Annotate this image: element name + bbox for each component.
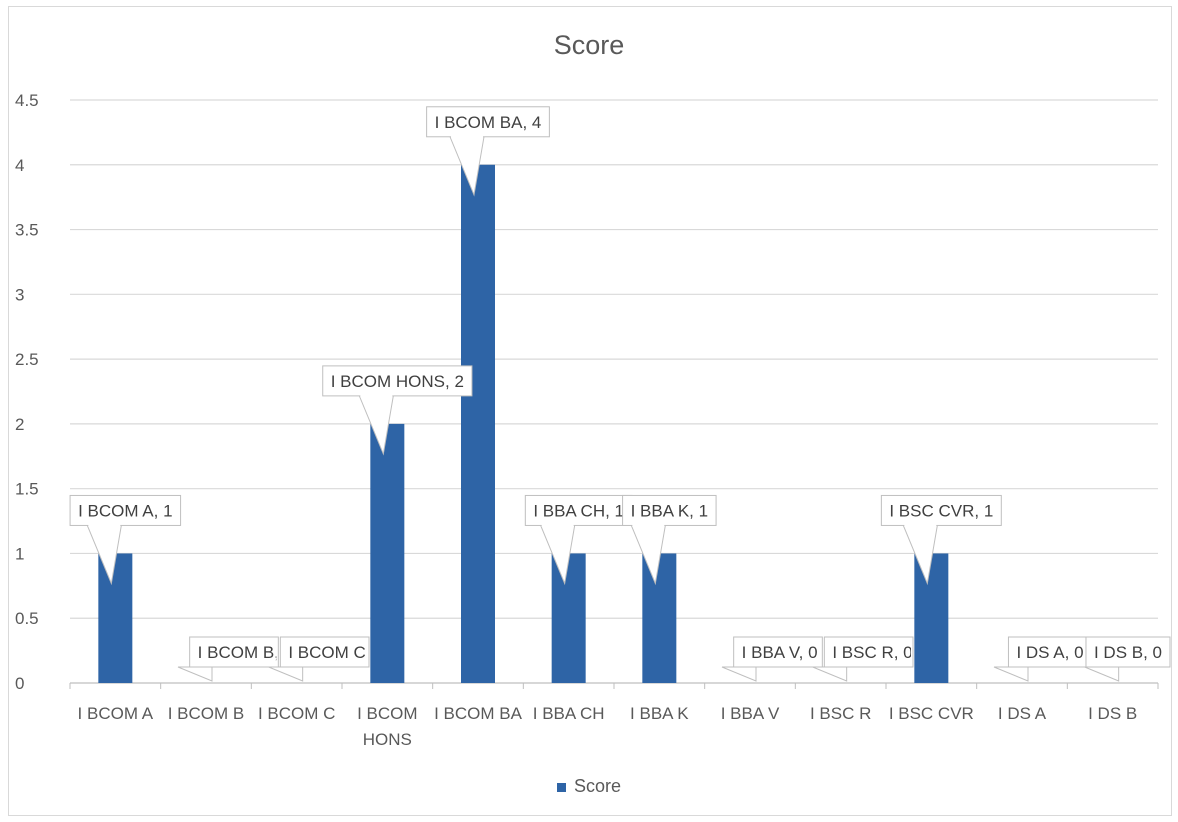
x-tick-label: I BBA K — [630, 704, 689, 723]
data-label-callout: I BCOM B, 0 — [177, 636, 293, 682]
callout-box — [1007, 636, 1093, 668]
x-tick-label: I BSC R — [810, 704, 871, 723]
data-label: I BCOM HONS, 2 — [331, 372, 464, 391]
y-tick-label: 3 — [15, 285, 24, 304]
callout-box — [880, 494, 1002, 526]
callout-pointer — [268, 666, 304, 682]
chart-frame — [8, 6, 1172, 816]
data-label-callout: I DS B, 0 — [1084, 636, 1171, 682]
x-tick-label: I DS A — [998, 704, 1047, 723]
data-label: I BBA CH, 1 — [533, 501, 624, 520]
x-tick-label: I BBA V — [721, 704, 780, 723]
callout-joint — [632, 523, 665, 527]
data-label: I BSC R, 0 — [832, 643, 912, 662]
data-label: I BCOM B, 0 — [198, 643, 293, 662]
data-label: I BCOM C, 0 — [288, 643, 384, 662]
data-label: I BBA K, 1 — [631, 501, 709, 520]
data-label-callout: I DS A, 0 — [993, 636, 1093, 682]
data-label-callout: I BSC R, 0 — [812, 636, 914, 682]
bar — [370, 423, 405, 683]
callout-pointer — [1084, 666, 1120, 682]
x-tick-label: I BCOM A — [78, 704, 154, 723]
y-tick-label: 2 — [15, 415, 24, 434]
data-label-callout: I BBA CH, 1 — [524, 494, 633, 586]
data-label-callout: I BBA K, 1 — [622, 494, 717, 586]
callout-box — [69, 494, 182, 526]
data-label-callout: I BSC CVR, 1 — [880, 494, 1002, 586]
callout-box — [279, 636, 370, 668]
bar — [642, 553, 677, 683]
callout-box — [1085, 636, 1171, 668]
chart-title: Score — [553, 30, 625, 60]
callout-joint — [88, 523, 121, 527]
callout-pointer — [812, 666, 848, 682]
callout-joint — [360, 394, 393, 398]
bar — [98, 553, 133, 683]
callout-pointer — [993, 666, 1029, 682]
data-label: I BBA V, 0 — [742, 643, 818, 662]
data-label-callout: I BCOM HONS, 2 — [322, 365, 473, 456]
x-tick-label: I BCOM B — [168, 704, 245, 723]
callout-joint — [541, 523, 574, 527]
y-tick-label: 0.5 — [15, 609, 39, 628]
x-tick-label: I BCOM C — [258, 704, 335, 723]
callout-joint — [451, 135, 483, 139]
data-label-callout: I BCOM BA, 4 — [426, 106, 550, 197]
data-label: I BCOM A, 1 — [78, 501, 172, 520]
callout-box — [823, 636, 914, 668]
bar — [461, 164, 495, 683]
bar — [551, 553, 586, 683]
data-label-callout: I BBA V, 0 — [721, 636, 823, 682]
data-label: I BSC CVR, 1 — [889, 501, 993, 520]
y-tick-label: 4.5 — [15, 91, 39, 110]
callout-joint — [904, 523, 937, 527]
data-label-callout: I BCOM A, 1 — [69, 494, 182, 586]
x-tick-label: I BCOM — [357, 704, 417, 723]
x-tick-label: I DS B — [1088, 704, 1137, 723]
callout-pointer — [177, 666, 213, 682]
callout-pointer — [721, 666, 757, 682]
data-label: I BCOM BA, 4 — [435, 113, 542, 132]
callout-box — [426, 106, 550, 138]
data-label-callout: I BCOM C, 0 — [268, 636, 384, 682]
y-tick-label: 3.5 — [15, 221, 39, 240]
callout-box — [322, 365, 473, 397]
legend-label: Score — [573, 776, 622, 796]
bar — [914, 553, 949, 683]
x-tick-label: I BSC CVR — [889, 704, 974, 723]
callout-box — [733, 636, 823, 668]
x-tick-label: HONS — [363, 730, 412, 749]
chart-legend: Score — [0, 776, 1178, 797]
y-tick-label: 2.5 — [15, 350, 39, 369]
x-tick-label: I BCOM BA — [434, 704, 523, 723]
y-tick-label: 0 — [15, 674, 24, 693]
x-tick-label: I BBA CH — [533, 704, 605, 723]
data-label: I DS B, 0 — [1094, 643, 1162, 662]
y-tick-label: 4 — [15, 156, 24, 175]
y-tick-label: 1.5 — [15, 480, 39, 499]
callout-box — [189, 636, 279, 668]
y-tick-label: 1 — [15, 544, 24, 563]
callout-box — [622, 494, 717, 526]
legend-swatch — [556, 782, 566, 792]
data-label: I DS A, 0 — [1016, 643, 1083, 662]
